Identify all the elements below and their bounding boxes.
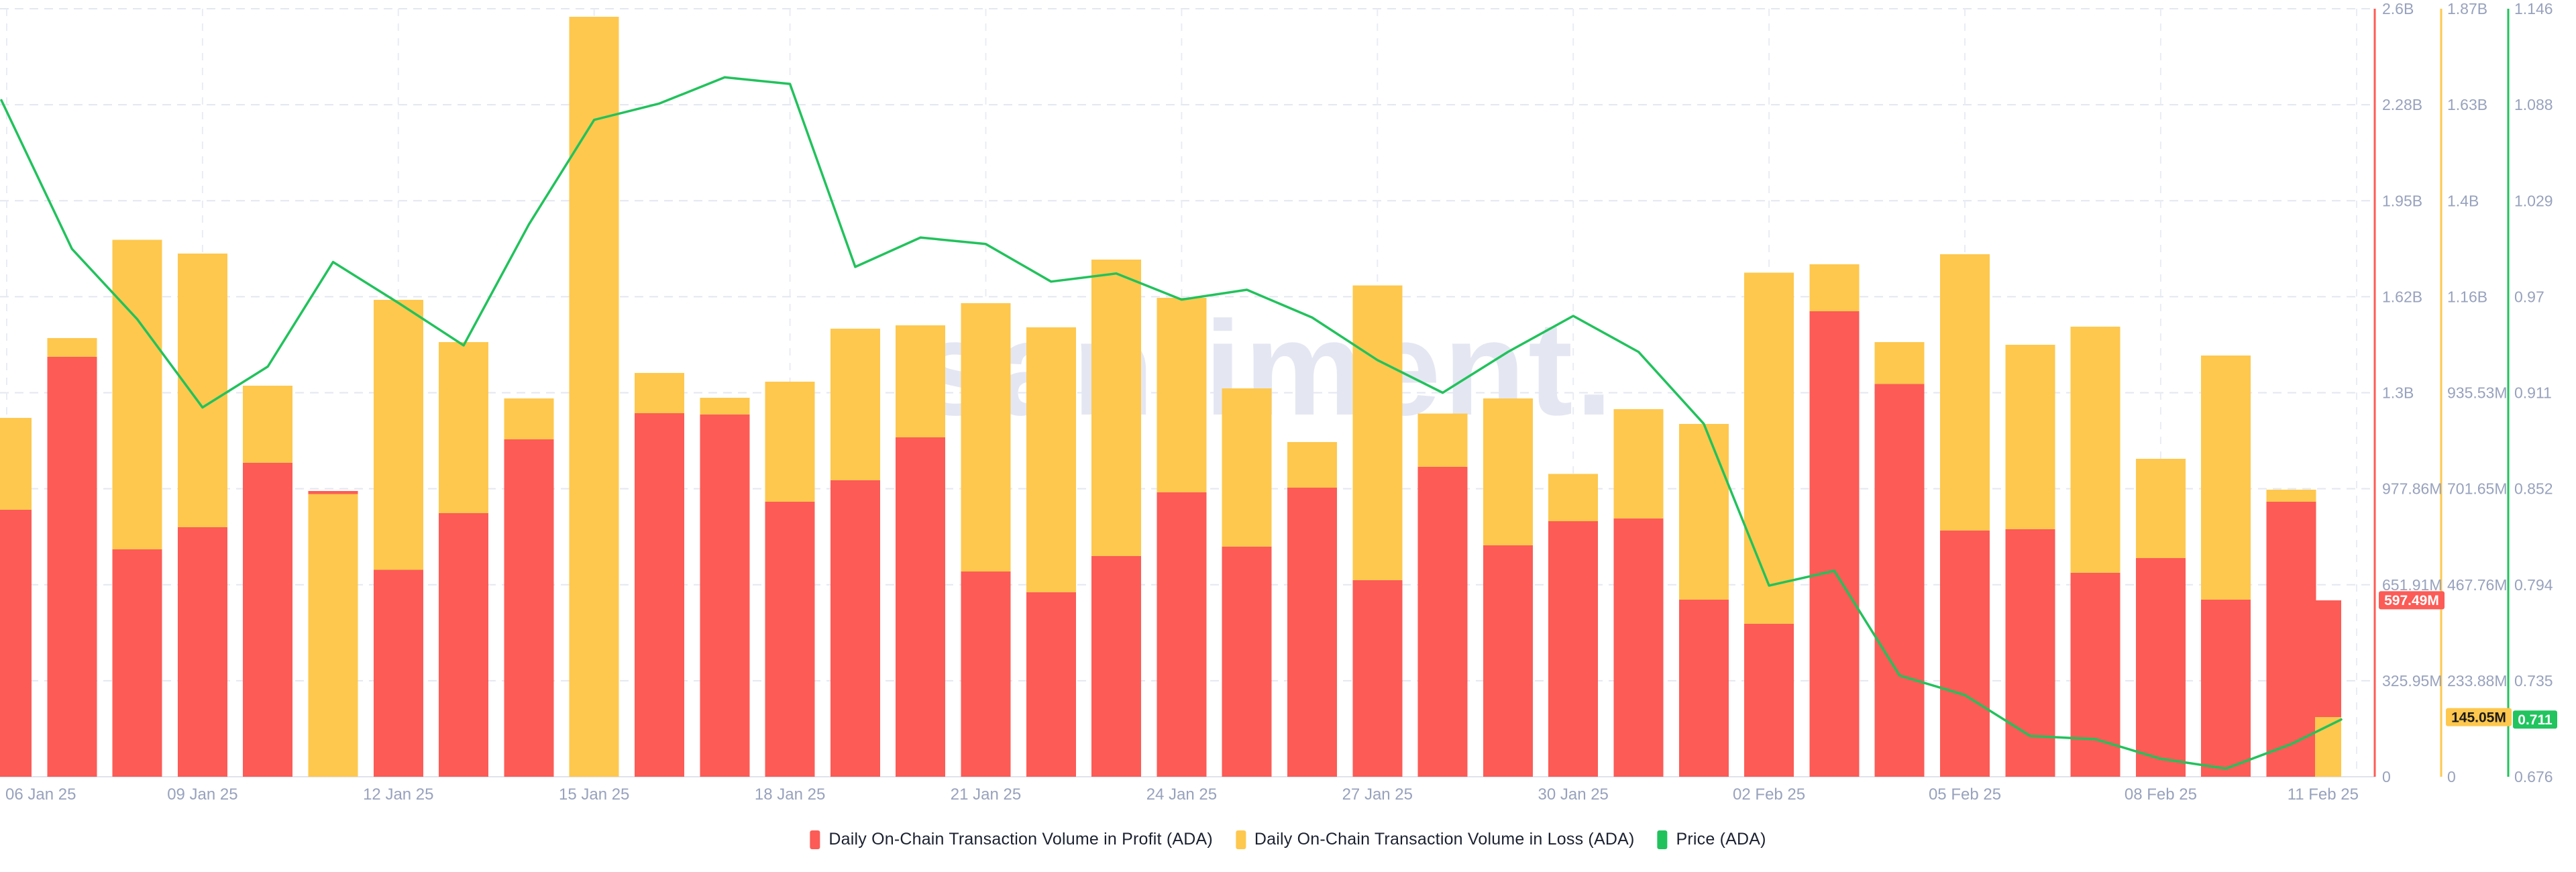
- x-axis-label: 05 Feb 25: [1929, 785, 2001, 804]
- loss-axis-tick: 1.16B: [2447, 288, 2487, 305]
- x-axis-label: 02 Feb 25: [1733, 785, 1805, 804]
- x-axis-label: 11 Feb 25: [2288, 785, 2359, 804]
- profit-bar[interactable]: [177, 527, 227, 777]
- legend-item-loss[interactable]: Daily On-Chain Transaction Volume in Los…: [1235, 830, 1635, 849]
- profit-bar[interactable]: [1678, 600, 1729, 777]
- profit-bar[interactable]: [1613, 519, 1664, 777]
- x-axis-label: 06 Jan 25: [5, 785, 76, 804]
- profit-bar[interactable]: [243, 462, 293, 777]
- profit-bar[interactable]: [1287, 487, 1337, 777]
- legend: Daily On-Chain Transaction Volume in Pro…: [810, 830, 1766, 849]
- x-axis-labels: 06 Jan 25 09 Jan 25 12 Jan 25 15 Jan 25 18 J…: [5, 785, 2359, 804]
- profit-badge-value: 597.49M: [2384, 593, 2439, 608]
- profit-bar[interactable]: [1222, 546, 1272, 777]
- profit-bar[interactable]: [1157, 492, 1207, 777]
- profit-bar[interactable]: [765, 502, 815, 777]
- profit-axis-tick: 0: [2382, 768, 2391, 785]
- price-axis-tick: 0.97: [2514, 288, 2544, 305]
- profit-bar[interactable]: [2266, 502, 2316, 777]
- price-axis-tick: 0.794: [2514, 576, 2553, 594]
- legend-label-price: Price (ADA): [1676, 830, 1766, 849]
- loss-axis-tick: 233.88M: [2447, 672, 2508, 690]
- profit-bar[interactable]: [1417, 467, 1468, 777]
- profit-bar[interactable]: [1026, 592, 1076, 777]
- profit-bar[interactable]: [112, 549, 162, 777]
- x-axis-label: 21 Jan 25: [951, 785, 1021, 804]
- x-axis-label: 27 Jan 25: [1342, 785, 1413, 804]
- profit-axis-tick: 325.95M: [2382, 672, 2443, 690]
- profit-bar[interactable]: [439, 513, 489, 777]
- profit-bar[interactable]: [1874, 384, 1925, 777]
- price-axis-tick: 0.676: [2514, 768, 2553, 785]
- profit-axis-tick: 651.91M: [2382, 576, 2443, 594]
- profit-bar[interactable]: [2201, 599, 2251, 777]
- loss-badge-value: 145.05M: [2451, 710, 2506, 726]
- profit-bar[interactable]: [2135, 558, 2186, 777]
- profit-bar[interactable]: [896, 437, 946, 777]
- profit-bar[interactable]: [1352, 580, 1403, 777]
- profit-axis-tick: 2.6B: [2382, 0, 2414, 17]
- loss-axis-tick: 1.87B: [2447, 0, 2487, 17]
- profit-bar[interactable]: [373, 569, 423, 777]
- x-axis-label: 12 Jan 25: [363, 785, 433, 804]
- profit-bar[interactable]: [1744, 623, 1794, 777]
- profit-bar[interactable]: [961, 571, 1011, 777]
- price-swatch-icon: [1657, 830, 1668, 849]
- loss-badge: [2446, 708, 2512, 726]
- profit-bar[interactable]: [700, 415, 750, 777]
- profit-badge: [2379, 591, 2445, 610]
- x-axis-label: 24 Jan 25: [1146, 785, 1217, 804]
- legend-item-price[interactable]: Price (ADA): [1657, 830, 1766, 849]
- loss-axis-tick: 1.4B: [2447, 192, 2479, 209]
- loss-axis-tick: 1.63B: [2447, 96, 2487, 113]
- loss-axis-tick: 467.76M: [2447, 576, 2508, 594]
- profit-axis-tick: 2.28B: [2382, 96, 2422, 113]
- profit-bar[interactable]: [47, 357, 97, 777]
- profit-axis-tick: 1.3B: [2382, 384, 2414, 402]
- profit-bar[interactable]: [0, 509, 32, 777]
- price-badge: [2513, 710, 2557, 729]
- loss-bar[interactable]: [308, 494, 358, 777]
- price-axis-tick: 1.088: [2514, 96, 2553, 113]
- x-axis-label: 15 Jan 25: [559, 785, 629, 804]
- x-axis-label: 18 Jan 25: [755, 785, 825, 804]
- loss-axis-tick: 935.53M: [2447, 384, 2508, 402]
- right-axes: 2.6B 2.28B 1.95B 1.62B 1.3B 977.86M 651.91M 325…: [2373, 0, 2553, 785]
- loss-bar[interactable]: [569, 17, 619, 777]
- profit-bar[interactable]: [2070, 573, 2121, 777]
- x-axis-label: 09 Jan 25: [167, 785, 237, 804]
- profit-bar[interactable]: [504, 439, 554, 777]
- profit-bar[interactable]: [1091, 556, 1142, 777]
- profit-bar[interactable]: [635, 413, 684, 777]
- legend-label-loss: Daily On-Chain Transaction Volume in Los…: [1254, 830, 1635, 849]
- price-badge-value: 0.711: [2518, 712, 2553, 728]
- volume-bars[interactable]: [0, 17, 2341, 777]
- loss-axis-tick: 701.65M: [2447, 480, 2508, 498]
- profit-bar[interactable]: [1809, 311, 1860, 777]
- x-axis-label: 30 Jan 25: [1538, 785, 1608, 804]
- price-axis-tick: 1.146: [2514, 0, 2553, 17]
- price-line[interactable]: [0, 76, 2343, 770]
- price-axis-tick: 0.735: [2514, 672, 2553, 690]
- profit-axis-tick: 1.62B: [2382, 288, 2422, 305]
- profit-bar[interactable]: [1483, 545, 1533, 777]
- price-axis-tick: 0.852: [2514, 480, 2553, 498]
- profit-bar[interactable]: [1940, 531, 1990, 777]
- legend-label-profit: Daily On-Chain Transaction Volume in Pro…: [828, 830, 1213, 849]
- legend-item-profit[interactable]: Daily On-Chain Transaction Volume in Pro…: [810, 830, 1213, 849]
- profit-bar[interactable]: [1548, 521, 1599, 777]
- profit-bar[interactable]: [2005, 529, 2055, 777]
- axis-badges: 597.49M 145.05M 0.711: [2379, 591, 2557, 729]
- price-axis-tick: 0.911: [2514, 384, 2552, 402]
- loss-axis-tick: 0: [2447, 768, 2456, 785]
- x-axis-label: 08 Feb 25: [2125, 785, 2197, 804]
- profit-bar[interactable]: [830, 480, 880, 777]
- profit-axis-tick: 1.95B: [2382, 192, 2422, 209]
- price-axis-tick: 1.029: [2514, 192, 2553, 209]
- profit-axis-tick: 977.86M: [2382, 480, 2443, 498]
- loss-swatch-icon: [1235, 830, 1246, 849]
- profit-swatch-icon: [810, 830, 820, 849]
